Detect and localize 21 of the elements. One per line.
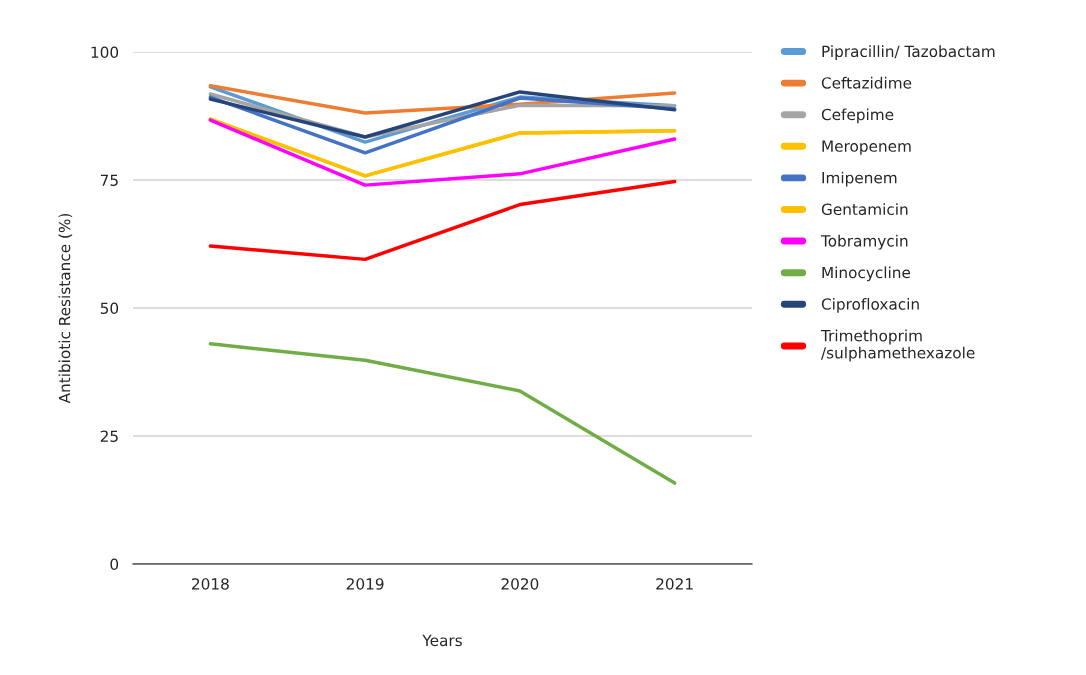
legend-label: Meropenem <box>822 140 911 155</box>
legend-label: Ciprofloxacin <box>821 298 919 313</box>
y-tick-label: 50 <box>100 302 119 315</box>
x-tick-label: 2019 <box>346 578 384 590</box>
legend-label: Tobramycin <box>820 234 908 250</box>
x-tick-label: 2018 <box>192 578 229 590</box>
legend-label: Trimethoprim /sulphamethexazole <box>820 329 975 362</box>
y-axis-title: Antibiotic Resistance (%) <box>58 213 73 404</box>
legend-label: Ceftazidime <box>821 76 912 89</box>
y-tick-label: 75 <box>100 174 118 187</box>
legend-label: Gentamicin <box>821 203 908 216</box>
x-tick-label: 2020 <box>501 578 539 590</box>
y-tick-label: 25 <box>100 430 118 443</box>
x-tick-label: 2021 <box>656 578 693 590</box>
legend-label: Cefepime <box>821 108 894 124</box>
legend-label: Imipenem <box>822 171 897 187</box>
legend-label: Minocycline <box>822 266 911 282</box>
y-tick-label: 0 <box>110 558 119 571</box>
y-tick-label: 100 <box>91 46 119 59</box>
legend-label: Pipracillin/ Tazobactam <box>822 45 995 61</box>
x-axis-title: Years <box>422 634 462 647</box>
